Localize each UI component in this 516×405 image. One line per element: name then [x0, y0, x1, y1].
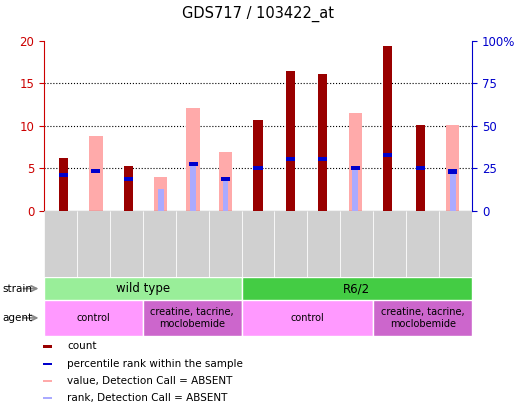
Bar: [383, 47, 392, 211]
Bar: [154, 177, 168, 211]
Bar: [373, 300, 472, 336]
Bar: [77, 211, 110, 277]
Bar: [416, 125, 425, 211]
Text: control: control: [291, 313, 324, 323]
Bar: [125, 179, 131, 211]
Bar: [143, 211, 175, 277]
Bar: [241, 211, 275, 277]
Text: agent: agent: [3, 313, 33, 323]
Text: creatine, tacrine,
moclobemide: creatine, tacrine, moclobemide: [381, 307, 464, 329]
Bar: [320, 160, 326, 211]
Bar: [253, 166, 263, 170]
Bar: [286, 157, 295, 161]
Bar: [406, 211, 439, 277]
Bar: [44, 300, 143, 336]
Bar: [190, 164, 196, 211]
Bar: [241, 300, 373, 336]
Bar: [43, 362, 52, 365]
Bar: [89, 136, 103, 211]
Bar: [253, 119, 263, 211]
Text: rank, Detection Call = ABSENT: rank, Detection Call = ABSENT: [67, 393, 228, 403]
Bar: [124, 177, 133, 181]
Text: creatine, tacrine,
moclobemide: creatine, tacrine, moclobemide: [150, 307, 234, 329]
Text: value, Detection Call = ABSENT: value, Detection Call = ABSENT: [67, 376, 233, 386]
Bar: [59, 173, 68, 177]
Bar: [110, 211, 143, 277]
Bar: [158, 190, 164, 211]
Bar: [448, 169, 457, 174]
Bar: [43, 397, 52, 399]
Bar: [221, 177, 230, 181]
Bar: [275, 211, 308, 277]
Bar: [308, 211, 341, 277]
Bar: [446, 125, 459, 211]
Bar: [241, 277, 472, 300]
Bar: [143, 300, 241, 336]
Bar: [175, 211, 208, 277]
Bar: [208, 211, 241, 277]
Bar: [188, 162, 198, 166]
Bar: [383, 153, 392, 158]
Bar: [44, 277, 241, 300]
Bar: [351, 166, 360, 170]
Text: control: control: [76, 313, 110, 323]
Bar: [59, 158, 68, 211]
Bar: [318, 157, 328, 161]
Bar: [124, 166, 133, 211]
Bar: [373, 211, 406, 277]
Bar: [416, 166, 425, 170]
Bar: [219, 152, 232, 211]
Text: GDS717 / 103422_at: GDS717 / 103422_at: [182, 6, 334, 22]
Bar: [91, 168, 100, 173]
Bar: [439, 211, 472, 277]
Text: R6/2: R6/2: [343, 282, 370, 295]
Bar: [186, 108, 200, 211]
Bar: [44, 211, 77, 277]
Text: wild type: wild type: [116, 282, 170, 295]
Bar: [286, 71, 295, 211]
Bar: [318, 74, 328, 211]
Bar: [348, 113, 362, 211]
Bar: [43, 380, 52, 382]
Text: strain: strain: [3, 284, 33, 294]
Bar: [43, 345, 52, 347]
Text: percentile rank within the sample: percentile rank within the sample: [67, 359, 243, 369]
Bar: [450, 171, 456, 211]
Bar: [352, 168, 358, 211]
Bar: [222, 179, 229, 211]
Bar: [341, 211, 373, 277]
Text: count: count: [67, 341, 96, 352]
